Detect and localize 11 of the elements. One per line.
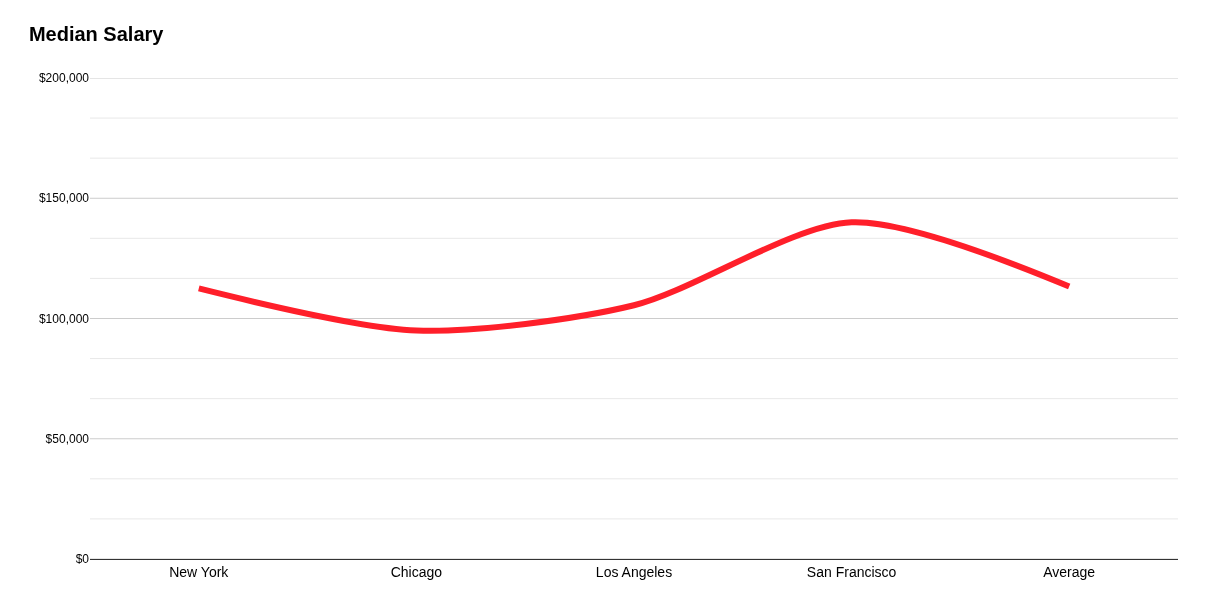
y-tick-label: $150,000	[38, 191, 90, 206]
x-tick-label: San Francisco	[806, 563, 897, 580]
y-tick-label: $100,000	[38, 311, 90, 326]
y-tick-label: $200,000	[38, 71, 90, 86]
chart-title: Median Salary	[28, 23, 165, 46]
x-tick-label: New York	[169, 563, 230, 580]
y-tick-label: $0	[75, 552, 90, 567]
x-tick-label: Los Angeles	[595, 563, 673, 580]
x-tick-label: Chicago	[390, 563, 443, 580]
y-tick-label: $50,000	[45, 431, 90, 446]
x-tick-label: Average	[1043, 563, 1096, 580]
